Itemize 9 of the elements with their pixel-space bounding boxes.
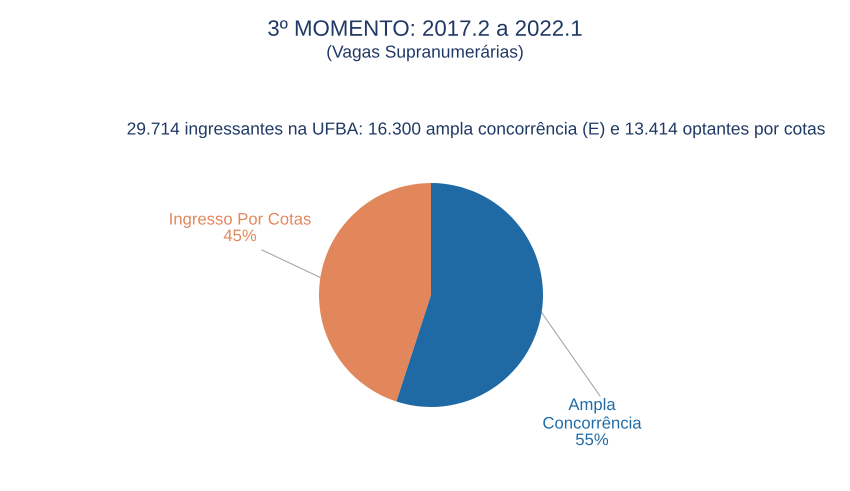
slice-label: Ingresso Por Cotas: [170, 212, 311, 228]
pie-slice: [319, 183, 431, 402]
data-label: 55%: [576, 434, 608, 446]
chart-title: 3º MOMENTO: 2017.2 a 2022.1: [268, 20, 582, 36]
chart-subtitle: (Vagas Supranumerárias): [327, 44, 523, 62]
pie-slice: [396, 183, 543, 407]
slice-label: Ampla Concorrência: [543, 398, 642, 429]
data-label: 45%: [224, 230, 256, 242]
text: 29.714 ingressantes na UFBA: 16.300 ampla concorrência (E) e 13.414 optantes por cotas: [128, 122, 825, 138]
